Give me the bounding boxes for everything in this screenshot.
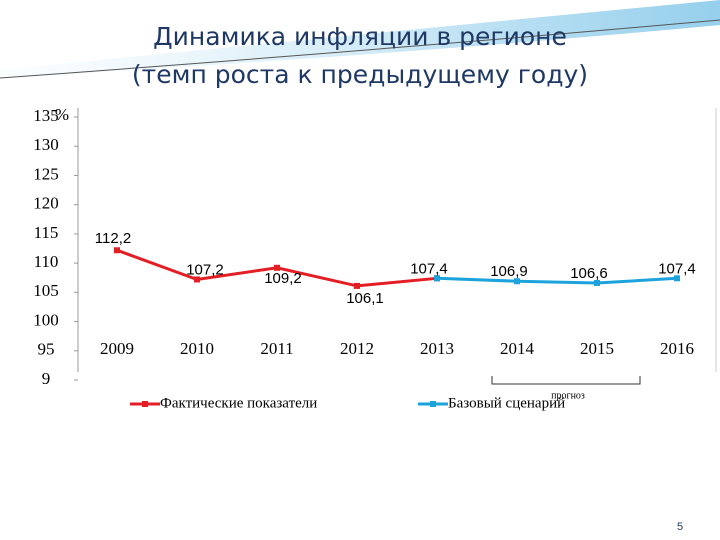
- legend-marker: [430, 401, 436, 407]
- y-tick-label: 115: [34, 223, 59, 242]
- series-line: [436, 276, 678, 285]
- y-tick-label: 125: [33, 164, 59, 183]
- data-label: 109,2: [264, 270, 302, 287]
- point-marker: [194, 276, 200, 283]
- x-tick-label: 2010: [180, 339, 214, 358]
- legend-marker: [142, 401, 148, 407]
- x-tick-label: 2011: [260, 339, 293, 358]
- y-tick-label: 135: [33, 106, 59, 125]
- y-tick-label: 130: [33, 135, 59, 154]
- data-label: 106,1: [346, 290, 384, 307]
- chart-title: Динамика инфляции в регионе: [153, 22, 567, 51]
- point-marker: [514, 278, 520, 285]
- data-label: 107,4: [410, 260, 448, 277]
- point-marker: [274, 264, 280, 271]
- y-tick-label: 100: [33, 310, 59, 329]
- decoration-line: [0, 19, 720, 79]
- x-tick-label: 2014: [500, 339, 535, 358]
- x-tick-label: 2013: [420, 339, 454, 358]
- forecast-bracket: [491, 376, 641, 385]
- point-marker: [674, 275, 680, 282]
- data-label: 107,2: [186, 261, 224, 278]
- y-tick-label: 105: [33, 281, 59, 300]
- data-label: 106,9: [490, 263, 528, 280]
- y-tick-label: 110: [34, 252, 59, 271]
- data-label: 112,2: [95, 230, 131, 247]
- page-number: 5: [677, 521, 683, 533]
- point-marker: [434, 275, 440, 282]
- x-tick-label: 2012: [340, 339, 374, 358]
- y-axis-label: %: [55, 105, 69, 124]
- data-label: 107,4: [658, 260, 696, 277]
- decoration: [0, 0, 720, 78]
- y-tick-label: 120: [33, 194, 59, 213]
- point-marker: [594, 279, 600, 286]
- x-tick-label: 2016: [660, 339, 694, 358]
- y-tick-label: 95: [38, 340, 55, 359]
- y-tick-label: 9: [42, 369, 51, 388]
- x-tick-label: 2015: [580, 339, 614, 358]
- annotation: прогноз: [551, 390, 585, 401]
- x-tick-label: 2009: [100, 339, 134, 358]
- chart-subtitle: (темп роста к предыдущему году): [132, 60, 588, 89]
- legend-label: Фактические показатели: [160, 395, 317, 411]
- point-marker: [354, 282, 360, 289]
- point-marker: [114, 247, 120, 254]
- legend-label: Базовый сценарий: [448, 395, 565, 411]
- data-label: 106,6: [570, 265, 608, 282]
